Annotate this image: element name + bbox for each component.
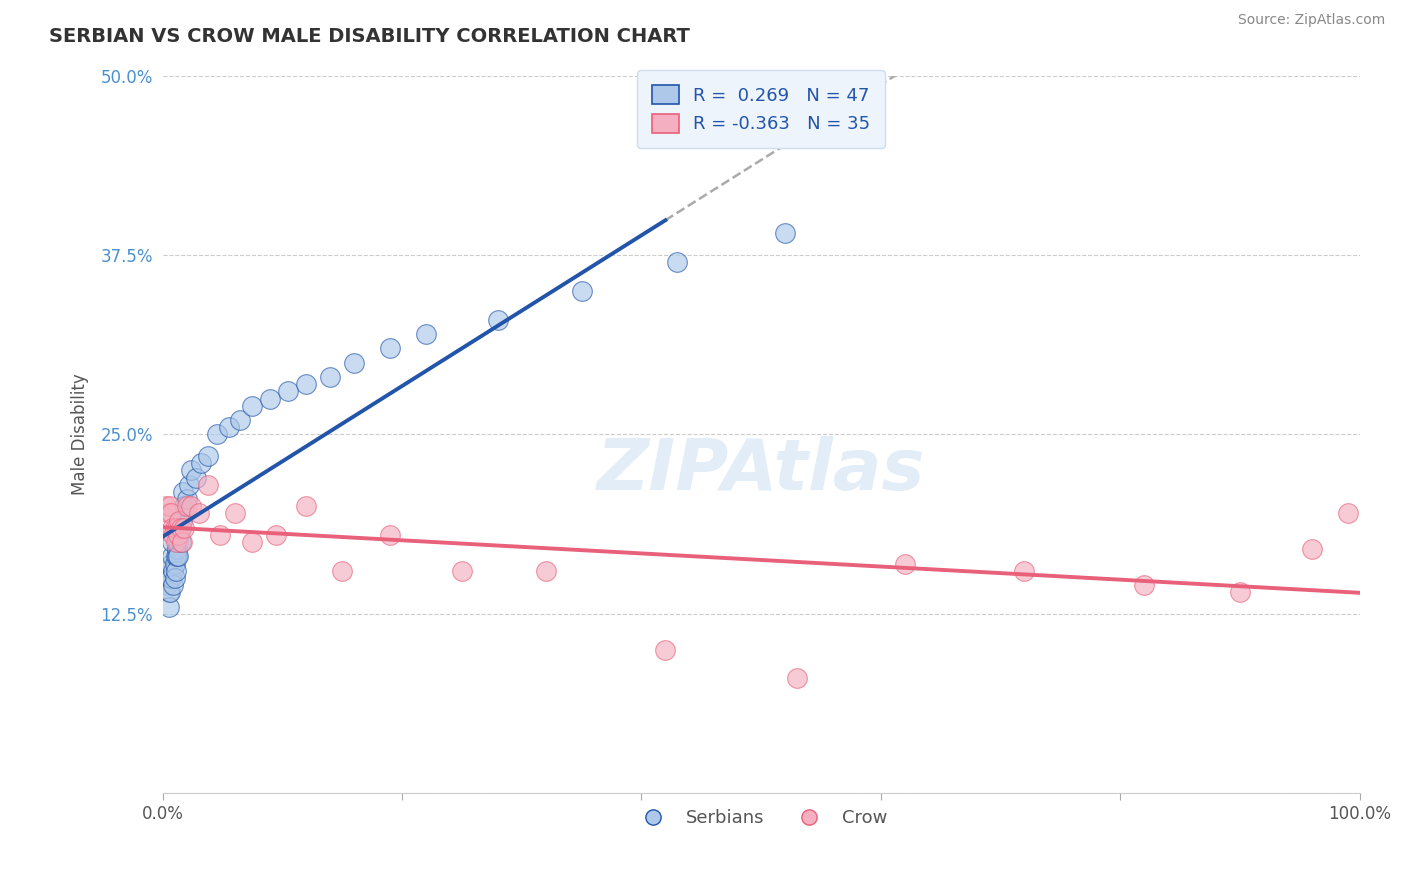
- Point: [451, 564, 474, 578]
- Point: [197, 449, 219, 463]
- Point: [224, 507, 246, 521]
- Point: [176, 491, 198, 506]
- Y-axis label: Male Disability: Male Disability: [72, 374, 89, 495]
- Point: [163, 557, 186, 571]
- Point: [157, 585, 180, 599]
- Point: [165, 564, 187, 578]
- Point: [167, 528, 190, 542]
- Point: [218, 420, 240, 434]
- Point: [170, 535, 193, 549]
- Point: [162, 535, 184, 549]
- Point: [166, 542, 188, 557]
- Point: [160, 557, 183, 571]
- Point: [378, 528, 401, 542]
- Point: [165, 549, 187, 564]
- Point: [162, 549, 184, 564]
- Point: [343, 356, 366, 370]
- Point: [165, 535, 187, 549]
- Point: [197, 477, 219, 491]
- Point: [156, 578, 179, 592]
- Legend: Serbians, Crow: Serbians, Crow: [628, 802, 894, 835]
- Point: [259, 392, 281, 406]
- Point: [170, 514, 193, 528]
- Point: [169, 521, 191, 535]
- Point: [242, 399, 264, 413]
- Point: [159, 571, 181, 585]
- Point: [157, 507, 180, 521]
- Point: [162, 528, 184, 542]
- Point: [319, 370, 342, 384]
- Point: [534, 564, 557, 578]
- Point: [1229, 585, 1251, 599]
- Point: [486, 312, 509, 326]
- Point: [173, 500, 195, 514]
- Point: [205, 427, 228, 442]
- Point: [166, 549, 188, 564]
- Point: [666, 255, 689, 269]
- Point: [190, 456, 212, 470]
- Point: [266, 528, 288, 542]
- Point: [1336, 507, 1358, 521]
- Point: [571, 284, 593, 298]
- Point: [177, 477, 200, 491]
- Point: [157, 599, 180, 614]
- Point: [295, 377, 318, 392]
- Point: [186, 470, 208, 484]
- Point: [773, 227, 796, 241]
- Point: [187, 507, 209, 521]
- Point: [163, 521, 186, 535]
- Point: [180, 500, 202, 514]
- Point: [169, 521, 191, 535]
- Point: [786, 672, 808, 686]
- Point: [172, 484, 194, 499]
- Point: [169, 514, 191, 528]
- Point: [378, 341, 401, 355]
- Point: [162, 521, 184, 535]
- Text: SERBIAN VS CROW MALE DISABILITY CORRELATION CHART: SERBIAN VS CROW MALE DISABILITY CORRELAT…: [49, 27, 690, 45]
- Point: [295, 500, 318, 514]
- Point: [159, 500, 181, 514]
- Point: [155, 500, 177, 514]
- Point: [229, 413, 252, 427]
- Point: [893, 557, 915, 571]
- Point: [163, 571, 186, 585]
- Point: [1133, 578, 1156, 592]
- Point: [167, 535, 190, 549]
- Point: [180, 463, 202, 477]
- Point: [167, 549, 190, 564]
- Point: [169, 535, 191, 549]
- Point: [415, 326, 437, 341]
- Text: Source: ZipAtlas.com: Source: ZipAtlas.com: [1237, 13, 1385, 28]
- Point: [176, 500, 198, 514]
- Point: [330, 564, 353, 578]
- Point: [242, 535, 264, 549]
- Point: [209, 528, 232, 542]
- Point: [277, 384, 299, 399]
- Point: [162, 564, 184, 578]
- Point: [173, 521, 195, 535]
- Point: [160, 507, 183, 521]
- Point: [654, 642, 676, 657]
- Point: [166, 521, 188, 535]
- Point: [1301, 542, 1323, 557]
- Point: [155, 564, 177, 578]
- Point: [169, 528, 191, 542]
- Text: ZIPAtlas: ZIPAtlas: [598, 436, 925, 505]
- Point: [162, 578, 184, 592]
- Point: [160, 571, 183, 585]
- Point: [1014, 564, 1036, 578]
- Point: [159, 585, 181, 599]
